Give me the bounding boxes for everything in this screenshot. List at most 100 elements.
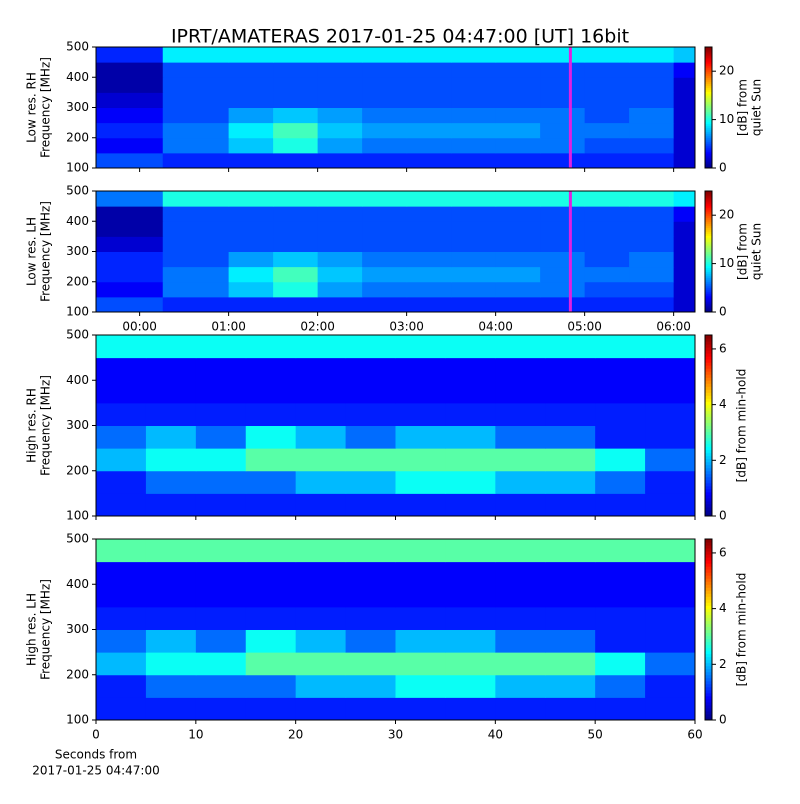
colorbar-slice [705, 350, 712, 354]
colorbar-slice [705, 479, 712, 484]
heatmap-cell [629, 77, 675, 93]
colorbar-slice [705, 455, 712, 460]
colorbar-frame [704, 190, 713, 313]
heatmap-cell [406, 206, 452, 222]
heatmap-cell [162, 296, 230, 313]
heatmap-cell [451, 137, 497, 154]
heatmap-cell [96, 629, 147, 653]
heatmap-cell [295, 470, 347, 494]
heatmap-cell [673, 191, 696, 207]
x-tick-label: 20 [288, 728, 303, 742]
heatmap-cell [495, 152, 541, 169]
heatmap-cell [228, 221, 274, 237]
heatmap-cell [96, 539, 147, 563]
heatmap-cell [451, 77, 497, 93]
colorbar-slice [705, 71, 712, 74]
heatmap-cell [345, 539, 396, 563]
colorbar-tick-label: 4 [719, 601, 727, 615]
colorbar-slice [705, 65, 712, 68]
colorbar-slice [705, 452, 712, 457]
colorbar-slice [705, 229, 712, 232]
colorbar-slice [705, 578, 712, 582]
heatmap-cell [195, 470, 247, 494]
colorbar-tick-label: 2 [719, 453, 727, 467]
heatmap-cell [451, 107, 497, 124]
heatmap-cell [96, 380, 147, 404]
heatmap-cell [595, 335, 646, 359]
chart-title: IPRT/AMATERAS 2017-01-25 04:47:00 [UT] 1… [171, 26, 629, 48]
colorbar-slice [705, 241, 712, 244]
colorbar-slice [705, 638, 712, 643]
heatmap-cell [162, 281, 230, 298]
colorbar-slice [705, 677, 712, 682]
heatmap-cell [245, 380, 297, 404]
heatmap-cell [345, 470, 396, 494]
colorbar-slice [705, 656, 712, 661]
heatmap-cell [195, 357, 247, 381]
heatmap-cell [445, 425, 496, 449]
y-axis-label: Low res. LH [25, 217, 39, 286]
heatmap-cell [96, 652, 147, 676]
colorbar-slice [705, 121, 712, 125]
heatmap-cell [629, 251, 675, 268]
heatmap-cell [245, 448, 297, 472]
heatmap-cell [673, 236, 696, 252]
heatmap-cell [629, 281, 675, 298]
colorbar-slice [705, 383, 712, 387]
heatmap-cell [395, 448, 446, 472]
heatmap-cell [273, 251, 319, 268]
heatmap-cell [345, 335, 396, 359]
heatmap-cell [145, 493, 197, 517]
heatmap-cell [145, 402, 197, 426]
colorbar-slice [705, 201, 712, 204]
heatmap-cell [345, 493, 396, 517]
heatmap-cell [406, 266, 452, 283]
heatmap-cell [495, 335, 546, 359]
colorbar-slice [705, 153, 712, 157]
colorbar-slice [705, 428, 712, 433]
x-tick-label: 60 [687, 728, 702, 742]
colorbar-slice [705, 641, 712, 646]
colorbar-slice [705, 259, 712, 263]
y-axis-label: Frequency [MHz] [39, 375, 53, 476]
heatmap-cell [495, 191, 541, 207]
y-tick-label: 300 [66, 244, 89, 258]
colorbar-tick-label: 0 [719, 161, 727, 175]
heatmap-cell [228, 137, 274, 154]
colorbar-slice [705, 115, 712, 119]
heatmap-cell [495, 674, 546, 698]
heatmap-cell [445, 493, 496, 517]
heatmap-cell [245, 539, 297, 563]
heatmap-cell [245, 493, 297, 517]
heatmap-cell [584, 296, 630, 313]
heatmap-cell [451, 122, 497, 139]
colorbar-slice [705, 404, 712, 408]
colorbar-slice [705, 235, 712, 238]
y-tick-label: 200 [66, 667, 89, 681]
heatmap-cell [245, 697, 297, 721]
colorbar-slice [705, 557, 712, 561]
heatmap-cell [629, 47, 675, 63]
heatmap-cell [345, 380, 396, 404]
colorbar-slice [705, 193, 712, 196]
colorbar-slice [705, 716, 712, 721]
colorbar-slice [705, 295, 712, 299]
x-tick-label: 00:00 [122, 320, 157, 334]
colorbar-slice [705, 590, 712, 594]
heatmap-cell [362, 62, 408, 78]
heatmap-cell [545, 402, 596, 426]
heatmap-cell [629, 62, 675, 78]
colorbar-slice [705, 635, 712, 640]
heatmap-cell [645, 335, 696, 359]
colorbar-slice [705, 99, 712, 102]
colorbar-slice [705, 569, 712, 573]
colorbar-tick-label: 10 [719, 112, 734, 126]
heatmap-cell [195, 674, 247, 698]
colorbar-slice [705, 512, 712, 517]
heatmap-cell [584, 221, 630, 237]
colorbar-slice [705, 265, 712, 269]
heatmap-cell [629, 191, 675, 207]
colorbar-slice [705, 253, 712, 257]
colorbar-slice [705, 245, 712, 248]
colorbar-slice [705, 563, 712, 567]
